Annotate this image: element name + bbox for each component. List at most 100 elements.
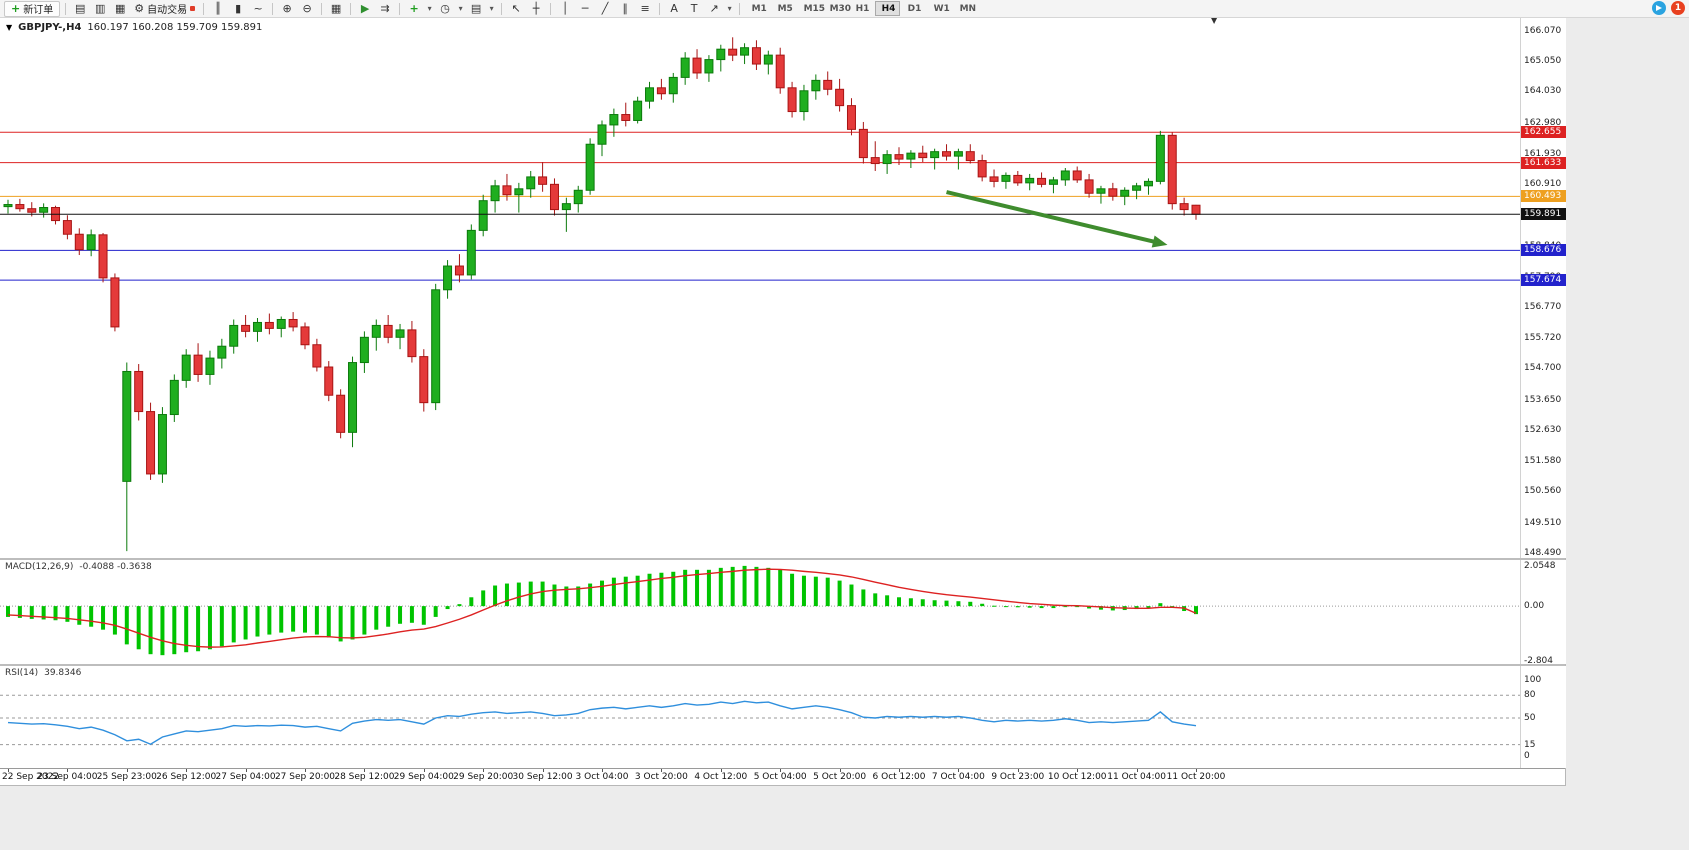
timeframe-m1-button[interactable]: M1 [745,1,770,16]
new-order-button-label: 新订单 [23,5,54,16]
time-tick [483,769,485,772]
time-tick [245,769,247,772]
time-tick [1017,769,1019,772]
price-axis-label: 161.930 [1524,148,1562,159]
timeframe-m30-button[interactable]: M30 [823,1,851,16]
terminal-icon: ▦ [115,2,126,15]
timeframe-m5-button[interactable]: M5 [771,1,796,16]
timeframe-d1-button[interactable]: D1 [901,1,926,16]
charts-icon: ▤ [75,2,86,15]
autotrade-button-label: 自动交易 [147,5,188,16]
text-icon: A [670,2,678,15]
time-tick [423,769,425,772]
rsi-title: RSI(14) 39.8346 [5,668,81,678]
time-axis-label: 28 Sep 12:00 [334,772,395,782]
candlestick-chart-button[interactable]: ▮ [229,1,247,17]
text-button[interactable]: A [665,1,683,17]
time-tick [839,769,841,772]
indicators-menu-button[interactable]: ▾ [425,1,434,17]
line-chart-button[interactable]: ~ [249,1,267,17]
time-axis-label: 26 Sep 12:00 [156,772,217,782]
chart-shift-marker[interactable]: ▼ [1211,16,1218,25]
toolbar-separator [350,2,352,15]
zoom-out-icon: ⊖ [302,2,312,15]
templates-menu-button[interactable]: ▾ [487,1,496,17]
indicators-button[interactable]: + [405,1,423,17]
toolbar-buttons: + 新订单 ▤ ▥ ▦ ⚙ 自动交易 ║ ▮ ~ ⊕ ⊖ ▦ ▶ ⇉ + ▾ ◷ ▾ ▤ ▾ ↖ ┼ │ ─ ╱ ∥ ≡ A T ↗ ▾ [3,0,744,18]
price-axis-label: 156.770 [1524,302,1562,312]
chart-title: ▼ GBPJPY-,H4 160.197 160.208 159.709 159… [6,22,262,33]
rsi-pane[interactable]: RSI(14) 39.8346 100 80 50 15 0 [0,664,1566,768]
timeframe-w1-button[interactable]: W1 [927,1,952,16]
timeframe-toolbar: M1 M5 M15 M30 H1 H4 D1 W1 MN [744,0,978,18]
autotrade-icon: ⚙ [134,2,145,15]
rsi-axis[interactable]: 100 80 50 15 0 [1520,666,1566,768]
text-label-button[interactable]: T [685,1,703,17]
macd-axis-label: -2.804 [1524,656,1554,667]
periods-menu-button[interactable]: ▾ [456,1,465,17]
fibonacci-icon: ≡ [640,2,650,15]
workspace-background-bottom [0,786,1566,850]
arrows-menu-icon: ▾ [727,4,732,13]
time-axis[interactable]: 22 Sep 2022 23 Sep 04:00 25 Sep 23:00 26 Se… [0,768,1565,784]
rsi-chart[interactable] [0,666,1520,768]
notification-badge[interactable]: 1 [1671,1,1685,15]
time-tick [720,769,722,772]
templates-button[interactable]: ▤ [467,1,485,17]
auto-scroll-button[interactable]: ▶ [356,1,374,17]
periods-button[interactable]: ◷ [436,1,454,17]
rsi-axis-label: 0 [1524,751,1530,761]
trendline-button[interactable]: ╱ [596,1,614,17]
macd-axis[interactable]: 2.0548 0.00 -2.804 [1520,560,1566,667]
ohlc-toggle-icon[interactable]: ▼ [6,23,13,32]
terminal-button[interactable]: ▦ [111,1,129,17]
timeframe-h4-button[interactable]: H4 [874,1,900,16]
profiles-icon: ▥ [95,2,106,15]
zoom-out-button[interactable]: ⊖ [298,1,316,17]
price-axis-label: 155.720 [1524,333,1562,344]
candlestick-chart[interactable] [0,18,1520,558]
time-axis-label: 25 Sep 23:00 [96,772,157,782]
crosshair-button[interactable]: ┼ [527,1,545,17]
zoom-in-button[interactable]: ⊕ [278,1,296,17]
vertical-line-icon: │ [561,2,569,15]
price-axis-label: 164.030 [1524,86,1562,97]
price-axis[interactable]: 166.070 165.050 164.030 162.980 161.930 160.9… [1520,18,1566,558]
time-axis-label: 11 Oct 04:00 [1107,772,1166,782]
charts-button[interactable]: ▤ [71,1,89,17]
chart-shift-button[interactable]: ⇉ [376,1,394,17]
time-tick [1077,769,1079,772]
arrows-button[interactable]: ↗ [705,1,723,17]
timeframe-m15-button[interactable]: M15 [797,1,825,16]
tile-windows-button[interactable]: ▦ [327,1,345,17]
timeframe-mn-button[interactable]: MN [953,1,978,16]
price-line-badge: 160.493 [1521,190,1566,203]
price-axis-label: 148.490 [1524,547,1562,558]
time-tick [364,769,366,772]
bar-chart-button[interactable]: ║ [209,1,227,17]
autotrade-button[interactable]: ⚙ 自动交易 [131,1,198,17]
price-pane[interactable]: ▼ GBPJPY-,H4 160.197 160.208 159.709 159… [0,16,1566,558]
messenger-icon[interactable] [1652,1,1666,15]
profiles-button[interactable]: ▥ [91,1,109,17]
rsi-axis-label: 50 [1524,713,1536,723]
cursor-button[interactable]: ↖ [507,1,525,17]
channel-button[interactable]: ∥ [616,1,634,17]
rsi-indicator-name: RSI(14) [5,668,39,678]
time-axis-label: 27 Sep 20:00 [274,772,336,782]
macd-pane[interactable]: MACD(12,26,9) -0.4088 -0.3638 2.0548 0.00… [0,558,1566,667]
new-order-button[interactable]: + 新订单 [4,0,61,17]
timeframe-h1-button[interactable]: H1 [849,1,874,16]
trendline-icon: ╱ [601,2,609,15]
time-axis-label: 29 Sep 20:00 [453,772,514,782]
fibonacci-button[interactable]: ≡ [636,1,654,17]
vertical-line-button[interactable]: │ [556,1,574,17]
time-axis-label: 27 Sep 04:00 [215,772,276,782]
arrows-menu-button[interactable]: ▾ [725,1,734,17]
price-line-badge: 162.655 [1521,126,1566,139]
current-price-badge: 159.891 [1521,208,1566,221]
horizontal-line-button[interactable]: ─ [576,1,594,17]
indicators-menu-icon: ▾ [427,4,432,13]
price-axis-label: 153.650 [1524,394,1562,405]
macd-chart[interactable] [0,560,1520,664]
